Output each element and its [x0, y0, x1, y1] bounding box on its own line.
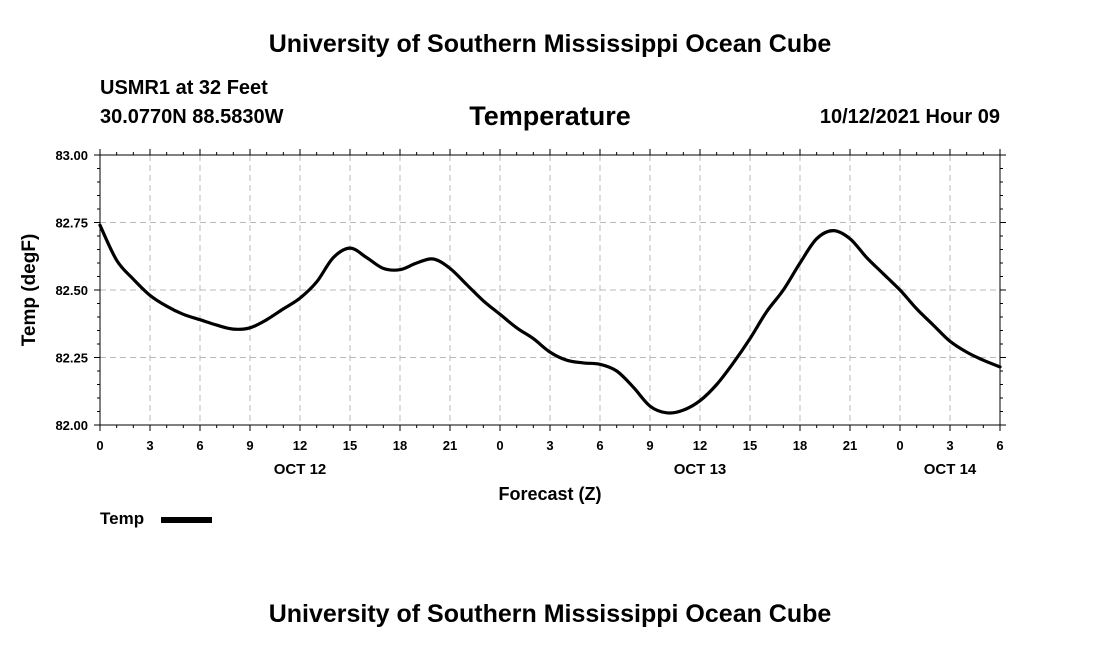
- y-axis-title: Temp (degF): [19, 234, 40, 347]
- x-axis-title: Forecast (Z): [498, 484, 601, 504]
- y-tick-label: 82.50: [55, 283, 88, 298]
- chart-title: University of Southern Mississippi Ocean…: [268, 30, 832, 58]
- x-tick-label: 0: [96, 438, 103, 453]
- x-tick-label: 3: [546, 438, 553, 453]
- legend-swatch: [161, 517, 212, 523]
- footer-title: University of Southern Mississippi Ocean…: [268, 600, 832, 628]
- x-tick-label: 18: [393, 438, 407, 453]
- x-tick-label: 15: [343, 438, 357, 453]
- station-label: USMR1 at 32 Feet: [100, 77, 268, 99]
- x-tick-label: 3: [146, 438, 153, 453]
- series: [98, 223, 1002, 415]
- plot-frame: [99, 154, 1001, 426]
- x-tick-label: 15: [743, 438, 757, 453]
- x-tick-label: 9: [646, 438, 653, 453]
- axis-labels: 82.00 82.25 82.50 82.75 83.00 0 3 6 9 12 15 18 21 0 3 6…: [19, 148, 1004, 504]
- axes: [94, 149, 1006, 431]
- station-coordinates: 30.0770N 88.5830W: [100, 106, 284, 128]
- x-tick-label: 0: [896, 438, 903, 453]
- x-tick-label: 18: [793, 438, 807, 453]
- x-tick-label: 6: [996, 438, 1003, 453]
- x-tick-label: 21: [443, 438, 457, 453]
- x-tick-label: 6: [596, 438, 603, 453]
- x-tick-label: 3: [946, 438, 953, 453]
- x-tick-label: 21: [843, 438, 857, 453]
- issue-time: 10/12/2021 Hour 09: [819, 106, 1000, 128]
- y-tick-label: 83.00: [55, 148, 88, 163]
- temp-series-line: [98, 223, 1002, 415]
- day-label: OCT 13: [674, 461, 727, 478]
- x-tick-label: 0: [496, 438, 503, 453]
- day-label: OCT 12: [274, 461, 327, 478]
- y-tick-label: 82.75: [55, 216, 88, 231]
- y-tick-label: 82.00: [55, 418, 88, 433]
- grid: [100, 155, 1000, 425]
- x-tick-label: 12: [693, 438, 707, 453]
- x-tick-label: 12: [293, 438, 307, 453]
- parameter-title: Temperature: [469, 101, 631, 131]
- x-tick-label: 9: [246, 438, 253, 453]
- day-label: OCT 14: [924, 461, 977, 478]
- legend-label: Temp: [100, 509, 145, 528]
- y-tick-label: 82.25: [55, 351, 88, 366]
- x-tick-label: 6: [196, 438, 203, 453]
